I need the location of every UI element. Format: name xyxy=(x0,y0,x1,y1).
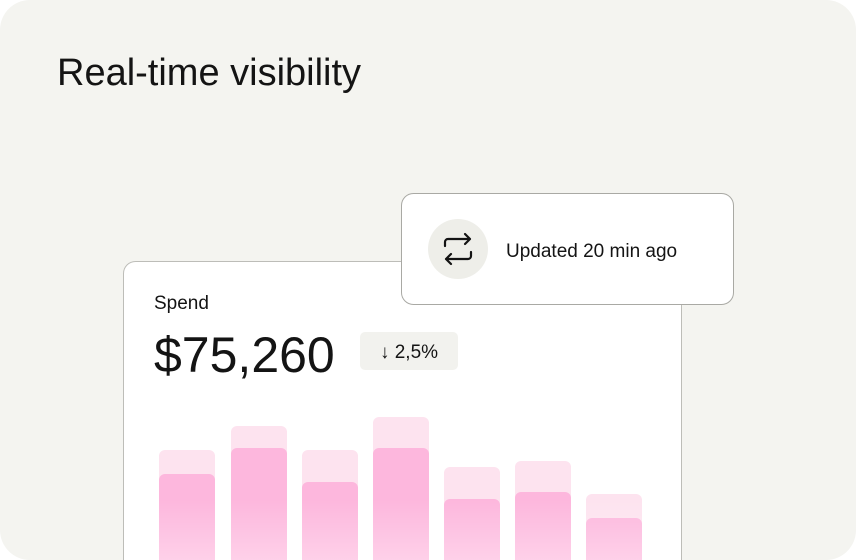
title: Real-time visibility xyxy=(57,52,361,94)
status-popup xyxy=(401,193,734,305)
change: ↓ 2,5% xyxy=(380,342,438,363)
sync-icon-bg xyxy=(428,219,488,279)
sync-icon xyxy=(443,232,473,266)
fade xyxy=(124,500,681,560)
card-label: Spend xyxy=(154,293,209,314)
change-badge xyxy=(360,332,458,370)
status-text: Updated 20 min ago xyxy=(506,241,677,262)
amount: $75,260 xyxy=(154,327,335,383)
